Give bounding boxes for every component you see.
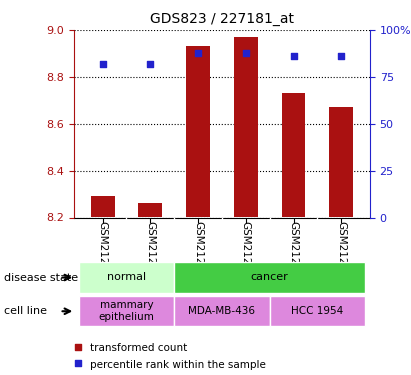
Point xyxy=(74,344,81,350)
Bar xyxy=(79,262,174,292)
Text: normal: normal xyxy=(107,273,146,282)
Title: GDS823 / 227181_at: GDS823 / 227181_at xyxy=(150,12,294,26)
Text: cell line: cell line xyxy=(4,306,47,316)
Point xyxy=(242,50,249,55)
Point xyxy=(147,61,154,67)
Bar xyxy=(186,46,210,217)
Text: disease state: disease state xyxy=(4,273,78,283)
Bar xyxy=(174,262,365,292)
Text: percentile rank within the sample: percentile rank within the sample xyxy=(90,360,266,369)
Text: GSM21249: GSM21249 xyxy=(241,221,251,278)
Text: MDA-MB-436: MDA-MB-436 xyxy=(188,306,256,316)
Bar xyxy=(282,93,305,218)
Point xyxy=(99,61,106,67)
Text: cancer: cancer xyxy=(251,273,289,282)
Point xyxy=(195,50,201,55)
Bar xyxy=(329,107,353,218)
Bar xyxy=(270,296,365,326)
Bar xyxy=(234,37,258,218)
Bar xyxy=(139,203,162,217)
Bar xyxy=(91,196,115,217)
Point xyxy=(338,53,344,59)
Bar xyxy=(174,296,270,326)
Text: GSM21250: GSM21250 xyxy=(289,221,298,278)
Text: GSM21252: GSM21252 xyxy=(98,221,108,278)
Text: GSM21253: GSM21253 xyxy=(145,221,155,278)
Point xyxy=(290,53,297,59)
Text: HCC 1954: HCC 1954 xyxy=(291,306,344,316)
Bar xyxy=(79,296,174,326)
Text: mammary
epithelium: mammary epithelium xyxy=(99,300,155,322)
Text: GSM21248: GSM21248 xyxy=(193,221,203,278)
Text: transformed count: transformed count xyxy=(90,343,188,353)
Point xyxy=(74,360,81,366)
Text: GSM21251: GSM21251 xyxy=(336,221,346,278)
